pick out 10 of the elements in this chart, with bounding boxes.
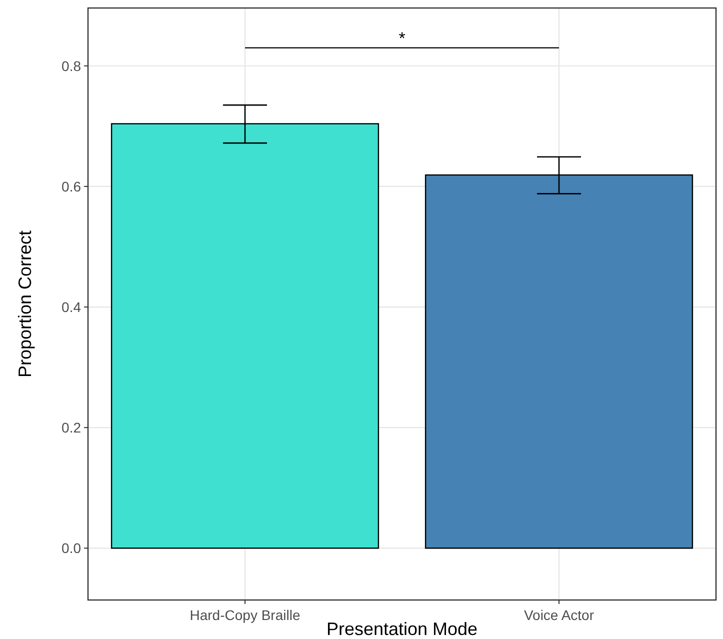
y-tick-label: 0.0 bbox=[62, 540, 82, 556]
y-tick-label: 0.4 bbox=[62, 298, 82, 315]
x-tick-label: Voice Actor bbox=[524, 607, 594, 623]
y-tick-label: 0.2 bbox=[62, 419, 82, 436]
y-tick-label: 0.8 bbox=[62, 58, 82, 74]
y-tick-label: 0.6 bbox=[62, 178, 82, 194]
annotation: * bbox=[398, 28, 406, 48]
x-axis-title: Presentation Mode bbox=[326, 619, 478, 639]
x-tick-label: Hard-Copy Braille bbox=[190, 607, 300, 623]
y-axis-title: Proportion Correct bbox=[15, 230, 35, 378]
